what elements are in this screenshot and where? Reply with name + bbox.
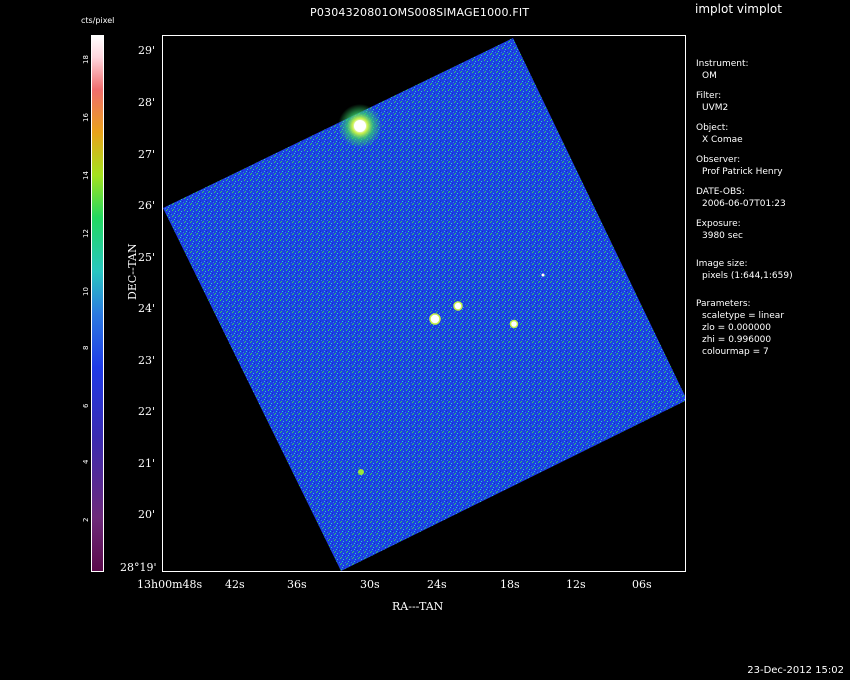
param-scaletype: scaletype = linear <box>702 311 785 321</box>
y-axis-label: DEC--TAN <box>126 243 139 300</box>
colorbar-tick: 16 <box>82 113 90 122</box>
y-tick: 20' <box>138 508 156 521</box>
filter-value: UVM2 <box>702 103 729 113</box>
colorbar-tick: 10 <box>82 287 90 296</box>
star <box>509 319 519 329</box>
y-tick: 28' <box>138 96 156 109</box>
y-tick: 21' <box>138 457 156 470</box>
instrument-label: Instrument: <box>696 59 749 69</box>
exposure-label: Exposure: <box>696 219 741 229</box>
y-tick: 22' <box>138 405 156 418</box>
instrument-value: OM <box>702 71 717 81</box>
image-size-value: pixels (1:644,1:659) <box>702 271 793 281</box>
y-tick: 27' <box>138 148 156 161</box>
parameters-label: Parameters: <box>696 299 751 309</box>
exposure-value: 3980 sec <box>702 231 743 241</box>
star <box>541 273 545 277</box>
x-tick: 42s <box>225 578 245 591</box>
image-file-title: P0304320801OMS008SIMAGE1000.FIT <box>310 6 530 19</box>
param-colourmap: colourmap = 7 <box>702 347 769 357</box>
x-tick: 18s <box>500 578 520 591</box>
y-tick: 29' <box>138 44 156 57</box>
y-tick: 25' <box>138 251 156 264</box>
observer-label: Observer: <box>696 155 741 165</box>
filter-label: Filter: <box>696 91 722 101</box>
param-zlo: zlo = 0.000000 <box>702 323 771 333</box>
date-obs-value: 2006-06-07T01:23 <box>702 199 786 209</box>
y-tick: 28°19' <box>120 561 157 574</box>
colorbar-tick: 2 <box>82 517 90 522</box>
faint-source <box>358 469 364 475</box>
colorbar-tick: 8 <box>82 345 90 350</box>
sky-image <box>163 38 685 571</box>
y-tick: 26' <box>138 199 156 212</box>
star <box>453 301 463 311</box>
colorbar-label: cts/pixel <box>81 16 115 25</box>
colorbar <box>91 35 104 572</box>
colorbar-tick: 18 <box>82 55 90 64</box>
colorbar-tick: 4 <box>82 459 90 464</box>
x-tick: 06s <box>632 578 652 591</box>
image-plot-frame[interactable] <box>162 35 686 572</box>
x-tick: 36s <box>287 578 307 591</box>
x-tick: 12s <box>566 578 586 591</box>
observer-value: Prof Patrick Henry <box>702 167 783 177</box>
object-value: X Comae <box>702 135 743 145</box>
y-tick: 24' <box>138 302 156 315</box>
param-zhi: zhi = 0.996000 <box>702 335 772 345</box>
x-tick: 24s <box>427 578 447 591</box>
image-size-label: Image size: <box>696 259 748 269</box>
x-tick: 30s <box>360 578 380 591</box>
colorbar-tick: 14 <box>82 171 90 180</box>
x-axis-label: RA---TAN <box>392 600 444 613</box>
timestamp: 23-Dec-2012 15:02 <box>747 665 844 676</box>
y-tick: 23' <box>138 354 156 367</box>
colorbar-tick: 6 <box>82 403 90 408</box>
date-obs-label: DATE-OBS: <box>696 187 745 197</box>
star <box>429 313 441 325</box>
image-info-panel: Instrument: OM Filter: UVM2 Object: X Co… <box>696 58 793 358</box>
colorbar-tick: 12 <box>82 229 90 238</box>
app-title: implot vimplot <box>695 2 782 16</box>
detector-field <box>163 38 685 571</box>
object-label: Object: <box>696 123 729 133</box>
x-tick: 13h00m48s <box>137 578 203 591</box>
